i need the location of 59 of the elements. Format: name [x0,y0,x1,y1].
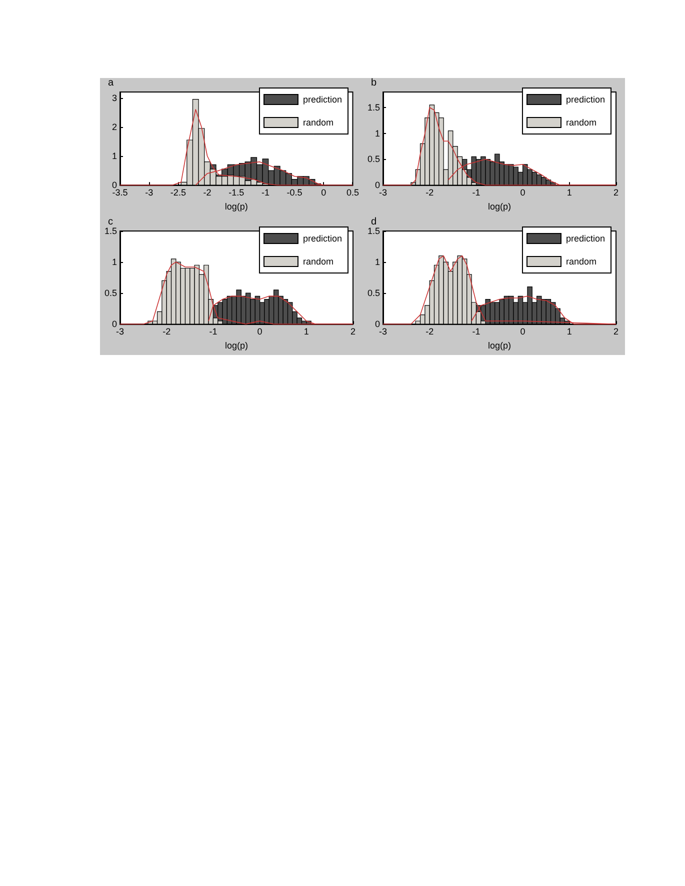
x-tick-label: -3 [116,326,124,337]
x-tick-label: -2 [203,188,212,198]
x-tick-label: 2 [613,188,619,198]
x-tick-label: 2 [350,326,356,337]
x-tick-label: 0 [257,326,262,337]
legend-label: prediction [302,94,342,104]
y-tick-label: 1 [112,151,117,162]
x-tick-label: -3 [378,326,388,337]
chart-title: d [371,216,377,228]
chart-title: c [108,216,113,228]
x-axis-title: log(p) [224,340,248,350]
y-tick-label: 0.5 [104,288,117,298]
x-tick-label: -2 [426,188,434,198]
x-tick-label: -1.5 [228,188,244,198]
y-tick-label: 1 [374,128,380,138]
y-tick-label: 0 [374,180,380,190]
x-tick-label: 0 [321,188,326,198]
y-tick-label: 2 [112,122,117,132]
x-tick-label: 0 [520,326,526,337]
x-tick-label: -1 [209,326,218,337]
legend-label: prediction [566,234,606,244]
y-tick-label: 1 [112,257,117,268]
chart-title: a [108,78,114,88]
x-tick-label: -1 [472,188,480,198]
x-tick-label: -2 [426,326,434,337]
x-axis-title: log(p) [488,340,512,350]
y-tick-label: 0 [374,319,380,330]
x-tick-label: -2.5 [170,188,186,198]
legend-label: prediction [302,234,342,244]
x-tick-label: 1 [304,326,309,337]
x-tick-label: 0 [520,188,526,198]
chart-title: b [371,78,377,88]
legend-label: prediction [566,94,606,104]
y-tick-label: 0 [112,319,117,330]
x-axis-title: log(p) [224,202,248,212]
y-tick-label: 0.5 [367,288,380,298]
x-tick-label: -2 [162,326,171,337]
legend-label: random [302,256,334,266]
x-tick-label: 1 [566,326,572,337]
y-tick-label: 1.5 [104,226,117,236]
y-tick-label: 3 [112,92,117,103]
y-tick-label: 0 [112,180,117,190]
y-tick-label: 0.5 [367,154,380,164]
x-tick-label: -3 [145,188,154,198]
x-axis-title: log(p) [488,202,512,212]
y-tick-label: 1 [374,257,380,268]
x-tick-label: -3 [378,188,388,198]
x-tick-label: -1 [472,326,480,337]
legend-label: random [302,118,334,128]
x-tick-label: -3.5 [112,188,128,198]
x-tick-label: -0.5 [286,188,302,198]
legend-label: random [566,256,596,266]
y-tick-label: 1.5 [367,226,380,236]
x-tick-label: -1 [261,188,270,198]
x-tick-label: 1 [566,188,572,198]
x-tick-label: 0.5 [346,188,359,198]
x-tick-label: 2 [613,326,619,337]
y-tick-label: 1.5 [367,102,380,113]
legend-label: random [566,118,596,128]
